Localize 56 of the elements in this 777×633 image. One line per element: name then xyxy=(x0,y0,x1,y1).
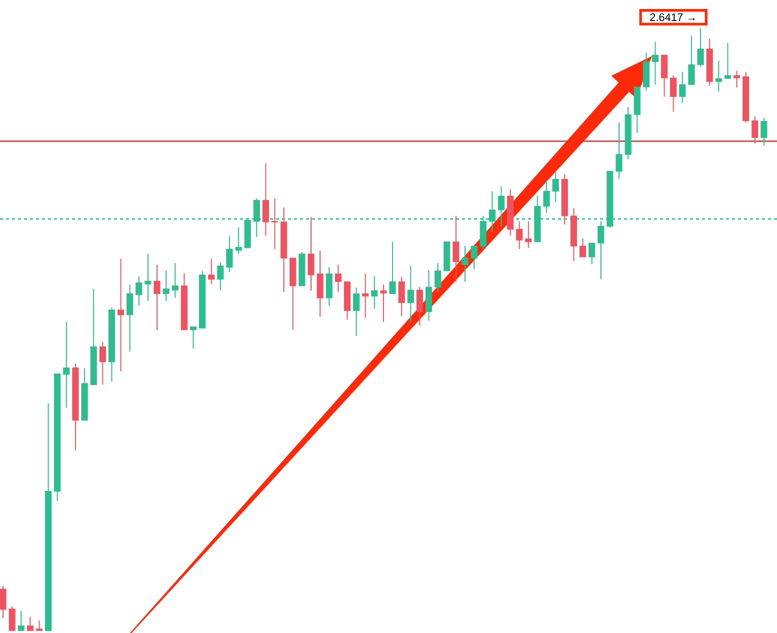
text: 2.6417 → xyxy=(650,13,695,22)
candlestick xyxy=(670,75,677,112)
candlestick xyxy=(724,42,731,80)
candlestick xyxy=(462,246,468,282)
candlestick xyxy=(117,258,124,372)
candlestick xyxy=(235,226,242,254)
candlestick xyxy=(398,276,405,316)
candlestick xyxy=(63,321,70,408)
candlestick xyxy=(543,180,550,214)
candlestick xyxy=(190,326,197,350)
candlestick xyxy=(407,265,414,322)
candlestick xyxy=(552,170,559,203)
candlestick xyxy=(525,220,532,248)
candlestick xyxy=(389,241,396,294)
candlestick xyxy=(516,220,523,250)
candlestick xyxy=(217,262,224,291)
candlestick xyxy=(362,273,369,318)
candlestick xyxy=(99,341,106,386)
candlestick xyxy=(434,262,442,292)
candlestick xyxy=(470,246,478,270)
candlestick xyxy=(144,253,152,302)
candlestick xyxy=(452,215,460,282)
candlestick xyxy=(334,264,342,292)
candlestick xyxy=(18,610,24,632)
candlestick xyxy=(208,258,215,285)
candlestick xyxy=(126,284,134,352)
candlestick xyxy=(371,276,378,310)
candlestick xyxy=(380,284,387,322)
candlestick xyxy=(697,27,704,67)
candlestick xyxy=(733,70,740,88)
candlestick xyxy=(661,54,668,98)
candlestick xyxy=(416,286,423,326)
candlestick xyxy=(8,606,16,632)
candlestick xyxy=(226,235,233,272)
candlestick xyxy=(162,270,170,302)
candlestick xyxy=(588,242,596,265)
candlestick xyxy=(679,71,686,104)
candlestick xyxy=(652,41,659,86)
candlestick xyxy=(715,60,722,92)
candlestick xyxy=(579,238,586,258)
candlestick xyxy=(271,198,278,250)
candlestick xyxy=(36,620,43,632)
candlestick xyxy=(688,35,695,86)
candlestick xyxy=(172,262,178,298)
candlestick xyxy=(498,186,505,227)
candlestick xyxy=(760,117,768,146)
candlestick xyxy=(616,122,622,180)
candlestick xyxy=(752,116,758,144)
candlestick xyxy=(136,276,142,306)
candlestick xyxy=(26,616,34,632)
candlestick xyxy=(154,264,160,330)
candlestick xyxy=(353,287,360,336)
candlestick xyxy=(308,216,314,292)
candlestick xyxy=(0,585,6,618)
candlestick xyxy=(598,220,604,280)
candlestick xyxy=(262,162,269,236)
